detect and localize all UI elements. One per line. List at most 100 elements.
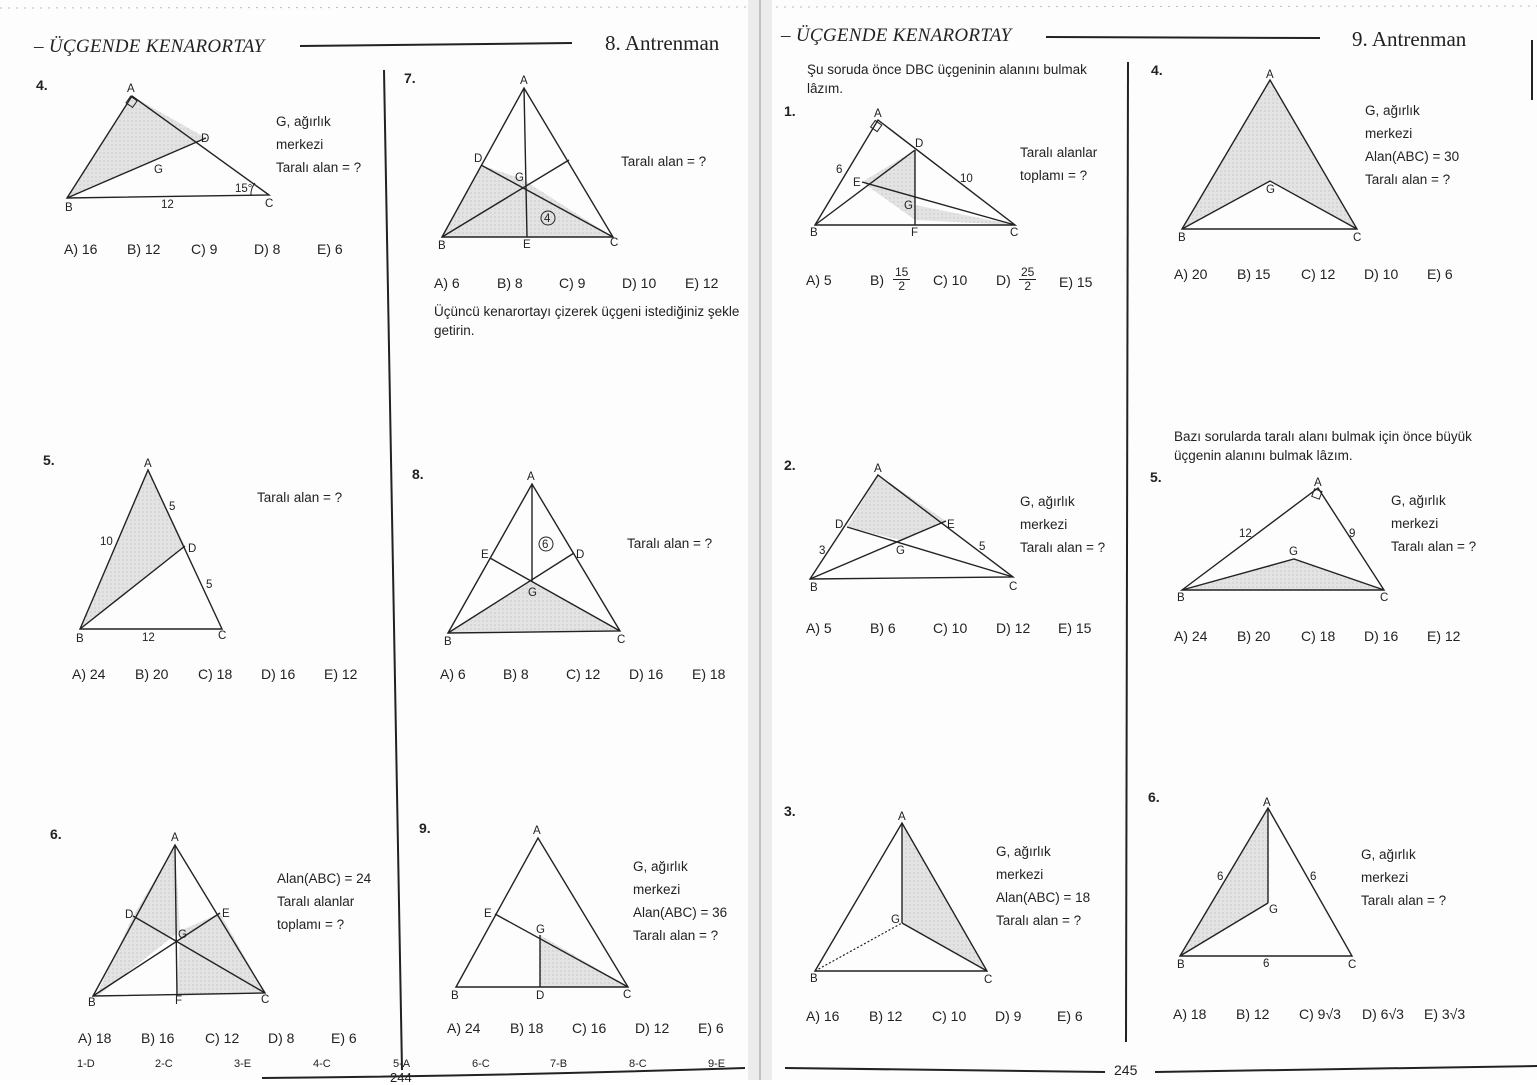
problem-5-figure: A B C D 10 5 5 12 [76,458,226,645]
vertex-label: A [527,471,535,483]
left-drill-title: 8. Antrenman [605,31,720,55]
side-label: 12 [161,199,174,211]
side-label: 10 [960,173,973,185]
problem-given: G, ağırlık merkezi Taralı alan = ? [1361,847,1447,908]
problem-number: 6. [50,826,62,842]
vertex-label: A [171,832,179,844]
problem-number: 4. [36,77,48,93]
vertex-label: C [265,198,273,210]
problem-6b-figure: A B C G 6 6 6 [1177,797,1356,971]
vertex-label: B [88,997,96,1008]
problem-number: 5. [1150,469,1162,485]
angle-label: 15° [235,183,252,195]
left-section-title: – ÜÇGENDE KENARORTAY [34,36,265,57]
problem-given: Taralı alan = ? [621,154,707,169]
vertex-label: B [810,973,818,985]
problem-8-figure: 6 A B C D E G [444,471,625,648]
side-label: 12 [142,632,155,644]
side-label: 5 [169,501,175,513]
vertex-label: A [898,811,906,823]
hint-text: Bazı sorularda taralı alanı bulmak için … [1174,429,1472,463]
problem-2-figure: A B C D E G 3 5 [808,463,1017,594]
vertex-label: G [1266,184,1275,196]
problem-given: Taralı alan = ? [627,536,713,551]
problem-9-figure: A B C D E G [451,825,631,1002]
problem-number: 9. [419,820,431,836]
problem-3-figure: A B C G [810,811,992,986]
vertex-label: C [261,994,269,1006]
side-label: 10 [100,536,113,548]
side-label: 3 [819,545,825,557]
area-label: 6 [542,539,548,551]
problem-number: 2. [784,457,796,473]
problem-6-figure: A B C D E F G [88,832,269,1008]
vertex-label: B [451,990,459,1002]
side-label: 6 [1217,871,1223,883]
vertex-label: D [536,990,544,1002]
problem-given: G, ağırlık merkezi Alan(ABC) = 30 Taralı al… [1365,103,1460,187]
vertex-label: G [896,545,905,557]
answer-choices: A) 5 B) 15 2 C) 10 D) 25 2 E) 15 [806,265,1093,293]
problem-given: Taralı alanlar toplamı = ? [1020,145,1098,183]
vertex-label: G [1269,904,1278,916]
vertex-label: G [891,914,900,926]
hint-text: Üçüncü kenarortayı çizerek üçgeni istedi… [434,304,740,338]
page-number: 244 [390,1070,412,1085]
problem-given: Alan(ABC) = 24 Taralı alanlar toplamı = ? [277,871,372,932]
vertex-label: G [536,924,545,936]
side-label: 6 [1310,871,1316,883]
vertex-label: F [175,995,182,1007]
vertex-label: C [610,237,618,249]
vertex-label: F [911,227,918,239]
vertex-label: G [178,929,187,941]
vertex-label: C [623,989,631,1001]
side-label: 5 [979,541,985,553]
vertex-label: A [874,108,882,120]
side-label: 6 [1263,958,1269,970]
vertex-label: E [222,908,230,920]
vertex-label: G [154,164,163,176]
vertex-label: A [1314,477,1322,489]
vertex-label: B [810,582,818,594]
vertex-label: C [617,634,625,646]
vertex-label: D [835,519,843,531]
vertex-label: A [144,458,152,470]
vertex-label: D [576,549,584,561]
vertex-label: C [1009,581,1017,593]
vertex-label: C [984,974,992,986]
problem-given: G, ağırlık merkezi Taralı alan = ? [1391,493,1477,554]
intro-text: Şu soruda önce DBC üçgeninin alanını bul… [807,62,1087,96]
problem-1-figure: A B C D E F G 6 10 [810,108,1018,239]
problem-given: G, ağırlık merkezi Alan(ABC) = 18 Taralı al… [996,844,1091,928]
vertex-label: D [915,138,923,150]
vertex-label: B [1177,592,1185,604]
vertex-label: B [438,240,446,252]
side-label: 6 [836,164,842,176]
problem-7-figure: 4 A B C D E G [438,75,618,252]
fraction: 15 2 [893,265,911,293]
vertex-label: C [1010,227,1018,239]
vertex-label: D [474,153,482,165]
vertex-label: E [853,177,861,189]
right-section-title: – ÜÇGENDE KENARORTAY [781,25,1012,46]
vertex-label: B [1177,959,1185,971]
vertex-label: C [1348,959,1356,971]
vertex-label: B [76,633,84,645]
side-label: 9 [1349,528,1355,540]
vertex-label: G [1289,546,1298,558]
side-label: 12 [1239,528,1252,540]
page-number: 245 [1114,1062,1138,1078]
problem-number: 8. [412,466,424,482]
vertex-label: A [874,463,882,475]
vertex-label: A [520,75,528,87]
problem-given: G, ağırlık merkezi Alan(ABC) = 36 Taralı al… [633,859,728,943]
problem-given: G, ağırlık merkezi Taralı alan = ? [1020,494,1106,555]
problem-number: 1. [784,103,796,119]
right-drill-title: 9. Antrenman [1352,27,1467,51]
problem-given: Taralı alan = ? [257,490,343,505]
problem-given: G, ağırlık merkezi Taralı alan = ? [276,114,362,175]
problem-number: 5. [43,452,55,468]
vertex-label: C [1353,232,1361,244]
